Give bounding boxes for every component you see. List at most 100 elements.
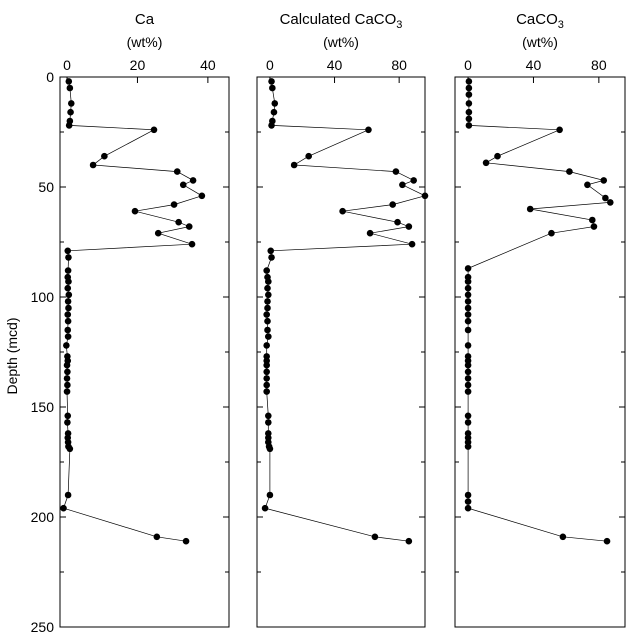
- data-point: [464, 342, 472, 349]
- data-point: [189, 177, 197, 184]
- panel-unit: (wt%): [522, 34, 558, 50]
- data-point: [64, 311, 72, 318]
- data-point: [305, 152, 312, 160]
- data-point: [64, 326, 72, 334]
- data-point: [600, 177, 608, 184]
- x-tick-label: 20: [130, 57, 146, 73]
- data-point: [65, 304, 72, 312]
- data-point: [266, 491, 274, 499]
- y-tick-label: 100: [31, 289, 55, 305]
- data-point: [175, 218, 182, 226]
- series-line: [264, 81, 426, 542]
- data-point: [64, 412, 72, 420]
- data-point: [589, 216, 596, 224]
- data-point: [559, 533, 567, 541]
- x-tick-label: 40: [327, 57, 343, 73]
- data-point: [264, 284, 271, 292]
- data-point: [405, 537, 413, 545]
- data-point: [590, 223, 598, 230]
- data-point: [198, 192, 206, 200]
- data-point: [66, 84, 74, 92]
- data-point: [464, 443, 472, 450]
- data-point: [465, 91, 473, 98]
- data-point: [584, 181, 591, 189]
- data-point: [179, 181, 187, 189]
- data-point: [464, 412, 472, 420]
- y-tick-label: 50: [38, 179, 54, 195]
- data-point: [603, 537, 611, 545]
- data-point: [389, 201, 396, 208]
- data-point: [365, 126, 372, 134]
- data-point: [188, 240, 196, 248]
- data-point: [394, 218, 401, 226]
- panel-2: Calculated CaCO3 (wt%) 0 40 80: [256, 11, 429, 628]
- data-point: [548, 229, 555, 237]
- data-point: [464, 311, 472, 318]
- data-point: [270, 108, 278, 116]
- x-tick-label: 0: [63, 57, 71, 73]
- data-point: [465, 108, 473, 116]
- data-point: [264, 317, 271, 325]
- data-point: [465, 78, 473, 85]
- data-point: [170, 201, 178, 208]
- data-point: [64, 419, 71, 426]
- panel-unit: (wt%): [127, 34, 163, 50]
- data-point: [265, 291, 272, 299]
- data-point: [268, 254, 275, 261]
- data-point: [465, 122, 473, 129]
- data-point: [154, 229, 162, 237]
- data-point: [264, 298, 271, 305]
- panel-title: Ca: [135, 11, 155, 28]
- data-point: [64, 491, 72, 499]
- data-point: [290, 161, 298, 169]
- data-point: [263, 311, 270, 318]
- data-point: [494, 152, 501, 160]
- data-point: [263, 368, 270, 376]
- data-point: [464, 326, 472, 334]
- y-axis-label: Depth (mcd): [4, 317, 20, 394]
- data-point: [185, 223, 193, 230]
- data-point: [67, 100, 75, 107]
- data-point: [464, 304, 472, 312]
- data-point: [339, 207, 346, 215]
- data-point: [399, 181, 406, 189]
- data-point: [267, 247, 275, 255]
- data-point: [421, 192, 429, 200]
- data-point: [63, 388, 71, 395]
- data-point: [465, 100, 473, 107]
- y-tick-label: 200: [31, 509, 55, 525]
- y-tick-label: 250: [31, 619, 55, 635]
- panel-frame: [454, 76, 626, 628]
- panel-1: Ca (wt%) 0 20 40: [59, 11, 230, 628]
- data-point: [67, 108, 74, 116]
- data-point: [265, 278, 272, 285]
- data-point: [182, 537, 190, 545]
- data-point: [66, 445, 74, 453]
- data-point: [64, 317, 72, 325]
- data-point: [65, 78, 73, 85]
- data-point: [64, 333, 72, 340]
- data-point: [153, 533, 161, 541]
- data-point: [464, 419, 472, 426]
- data-point: [392, 168, 400, 175]
- data-point: [269, 84, 276, 92]
- data-point: [464, 298, 472, 305]
- data-point: [464, 265, 472, 272]
- data-point: [131, 207, 139, 215]
- data-point: [264, 304, 271, 312]
- x-tick-label: 40: [200, 57, 216, 73]
- data-point: [60, 504, 67, 512]
- data-point: [464, 317, 472, 325]
- data-point: [265, 333, 272, 340]
- data-point: [464, 291, 472, 299]
- data-point: [464, 491, 472, 499]
- panel-frame: [256, 76, 426, 628]
- data-point: [64, 284, 72, 292]
- data-point: [150, 126, 158, 134]
- data-point: [64, 381, 71, 389]
- data-point: [65, 291, 73, 299]
- data-point: [556, 126, 563, 134]
- y-tick-label: 150: [31, 399, 55, 415]
- data-point: [265, 412, 272, 420]
- series-line: [467, 81, 612, 542]
